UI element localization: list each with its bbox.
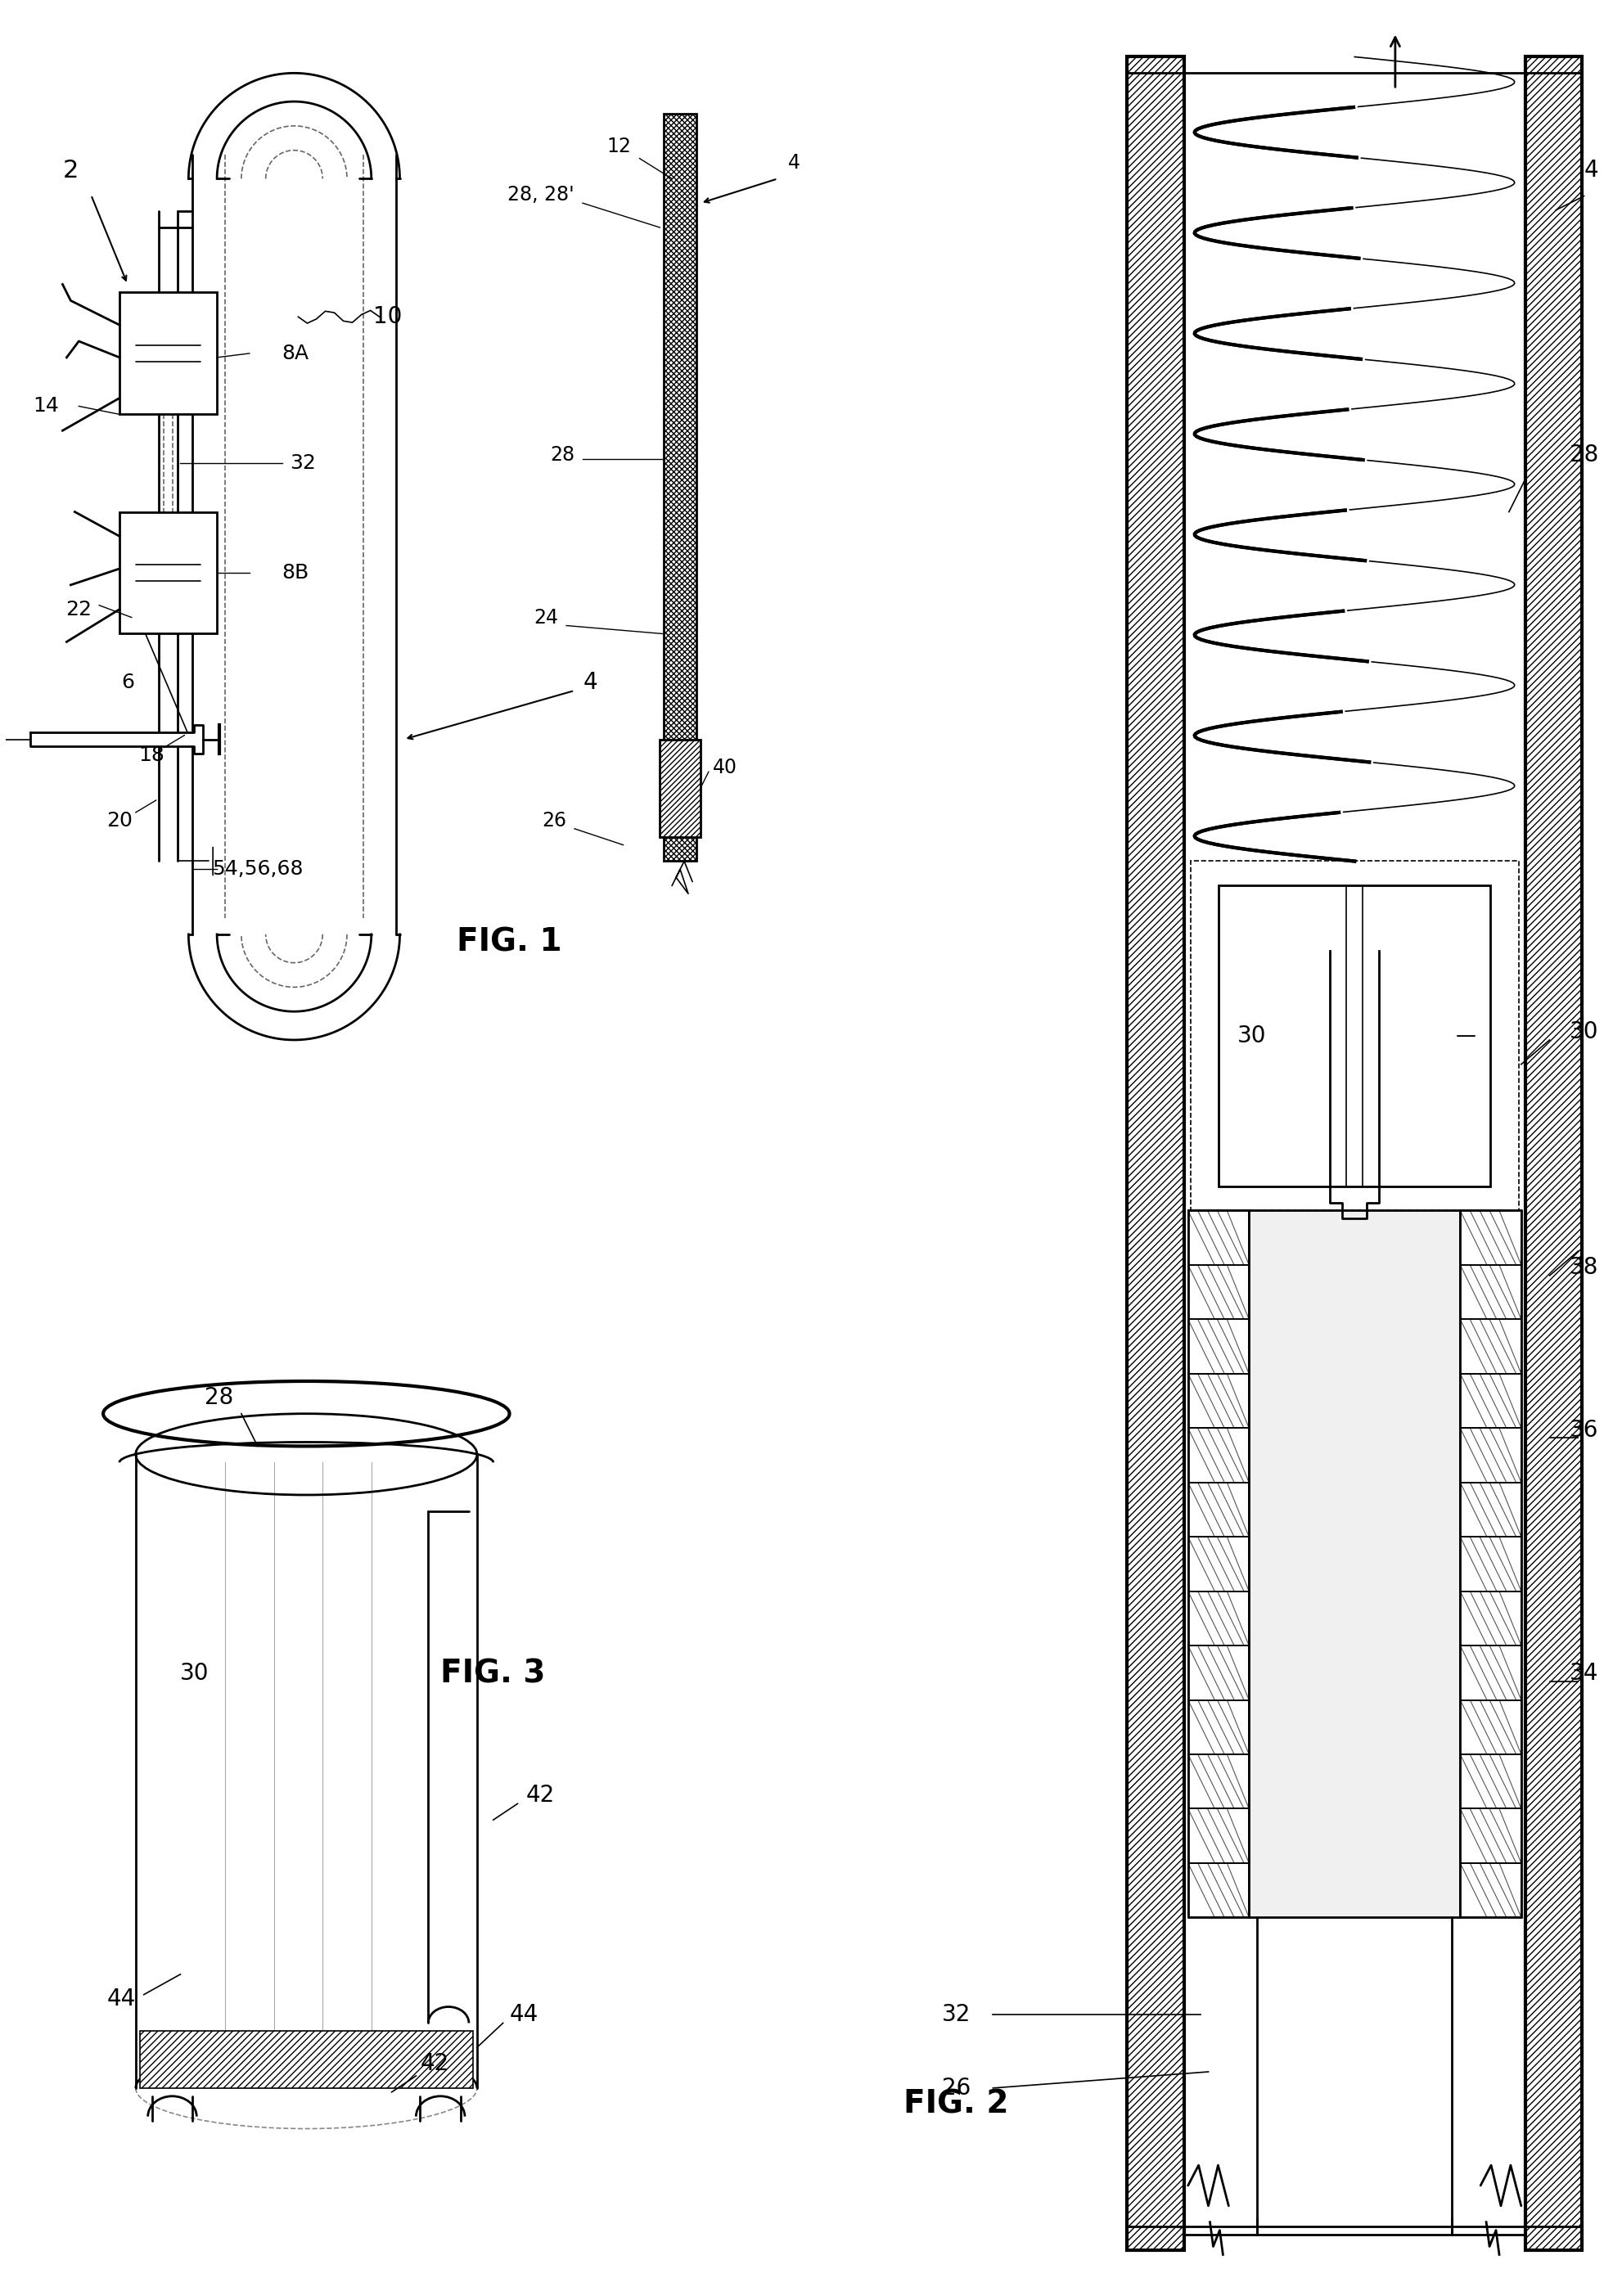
Polygon shape [1248, 1265, 1460, 1320]
Text: 40: 40 [713, 758, 737, 778]
Bar [660, 739, 700, 836]
Text: —: — [1455, 1026, 1476, 1045]
Text: 24: 24 [534, 608, 558, 627]
Text: 28, 28': 28, 28' [508, 186, 574, 204]
Text: 22: 22 [66, 599, 92, 620]
Text: 4: 4 [787, 152, 800, 172]
Polygon shape [1189, 1373, 1248, 1428]
Text: 36: 36 [1569, 1419, 1598, 1442]
Text: 28: 28 [205, 1387, 234, 1410]
Bar [1219, 886, 1490, 1187]
Polygon shape [1189, 1483, 1248, 1536]
Bar [1526, 57, 1582, 2250]
Text: FIG. 3: FIG. 3 [440, 1658, 545, 1690]
Polygon shape [1248, 1809, 1460, 1862]
Polygon shape [1248, 1699, 1460, 1754]
Text: 26: 26 [942, 2076, 971, 2099]
Text: 2: 2 [63, 158, 79, 181]
Bar [119, 292, 218, 413]
Polygon shape [1460, 1809, 1521, 1862]
Text: 42: 42 [419, 2053, 448, 2076]
Polygon shape [1248, 1536, 1460, 1591]
Bar [665, 115, 697, 861]
Text: 8A: 8A [282, 344, 310, 363]
Polygon shape [1460, 1754, 1521, 1809]
Text: 6: 6 [121, 673, 134, 693]
Polygon shape [1460, 1320, 1521, 1373]
Polygon shape [1189, 1754, 1248, 1809]
Text: 20: 20 [106, 810, 132, 831]
Polygon shape [1189, 1591, 1248, 1646]
Text: 34: 34 [1569, 1662, 1598, 1685]
Polygon shape [1189, 1265, 1248, 1320]
Text: 30: 30 [1237, 1024, 1266, 1047]
Polygon shape [1189, 1862, 1248, 1917]
Text: 28: 28 [1569, 443, 1598, 466]
Text: 30: 30 [179, 1662, 208, 1685]
Polygon shape [1189, 1428, 1248, 1483]
Polygon shape [1460, 1699, 1521, 1754]
Polygon shape [1248, 1862, 1460, 1917]
Polygon shape [1248, 1483, 1460, 1536]
Text: 18: 18 [139, 746, 165, 765]
Text: 54,56,68: 54,56,68 [211, 859, 303, 879]
Polygon shape [1460, 1265, 1521, 1320]
Polygon shape [1189, 1210, 1248, 1265]
Text: 32: 32 [942, 2004, 971, 2027]
Polygon shape [1460, 1591, 1521, 1646]
Text: 10: 10 [373, 305, 402, 328]
Text: 12: 12 [606, 135, 631, 156]
Polygon shape [31, 726, 203, 753]
Text: 4: 4 [1584, 158, 1598, 181]
Polygon shape [1248, 1210, 1460, 1265]
Polygon shape [1189, 1699, 1248, 1754]
Polygon shape [1460, 1483, 1521, 1536]
Text: FIG. 2: FIG. 2 [903, 2089, 1010, 2119]
Polygon shape [1460, 1428, 1521, 1483]
Bar [1190, 861, 1519, 1210]
Text: 42: 42 [526, 1784, 555, 1807]
Polygon shape [1248, 1646, 1460, 1699]
Text: 28: 28 [550, 445, 574, 464]
Text: FIG. 1: FIG. 1 [456, 928, 561, 957]
Text: 44: 44 [106, 1988, 135, 2009]
Bar [119, 512, 218, 634]
Text: 38: 38 [1569, 1256, 1598, 1279]
Text: 30: 30 [1569, 1019, 1598, 1042]
Polygon shape [1248, 1373, 1460, 1428]
Polygon shape [1460, 1536, 1521, 1591]
Text: 32: 32 [290, 452, 316, 473]
Polygon shape [1248, 1754, 1460, 1809]
Polygon shape [1189, 1646, 1248, 1699]
Text: 26: 26 [542, 810, 566, 831]
Polygon shape [1189, 1536, 1248, 1591]
Polygon shape [1248, 1320, 1460, 1373]
Polygon shape [1189, 1320, 1248, 1373]
Text: 8B: 8B [282, 563, 310, 583]
Text: 4: 4 [584, 670, 598, 693]
Polygon shape [1189, 1809, 1248, 1862]
Polygon shape [1460, 1210, 1521, 1265]
Polygon shape [1460, 1373, 1521, 1428]
Text: 14: 14 [34, 397, 60, 416]
Bar [140, 2032, 473, 2087]
Polygon shape [1460, 1646, 1521, 1699]
Text: 44: 44 [510, 2004, 539, 2027]
Bar [1127, 57, 1184, 2250]
Polygon shape [1248, 1591, 1460, 1646]
Polygon shape [1460, 1862, 1521, 1917]
Polygon shape [427, 1511, 469, 2023]
Polygon shape [1248, 1428, 1460, 1483]
